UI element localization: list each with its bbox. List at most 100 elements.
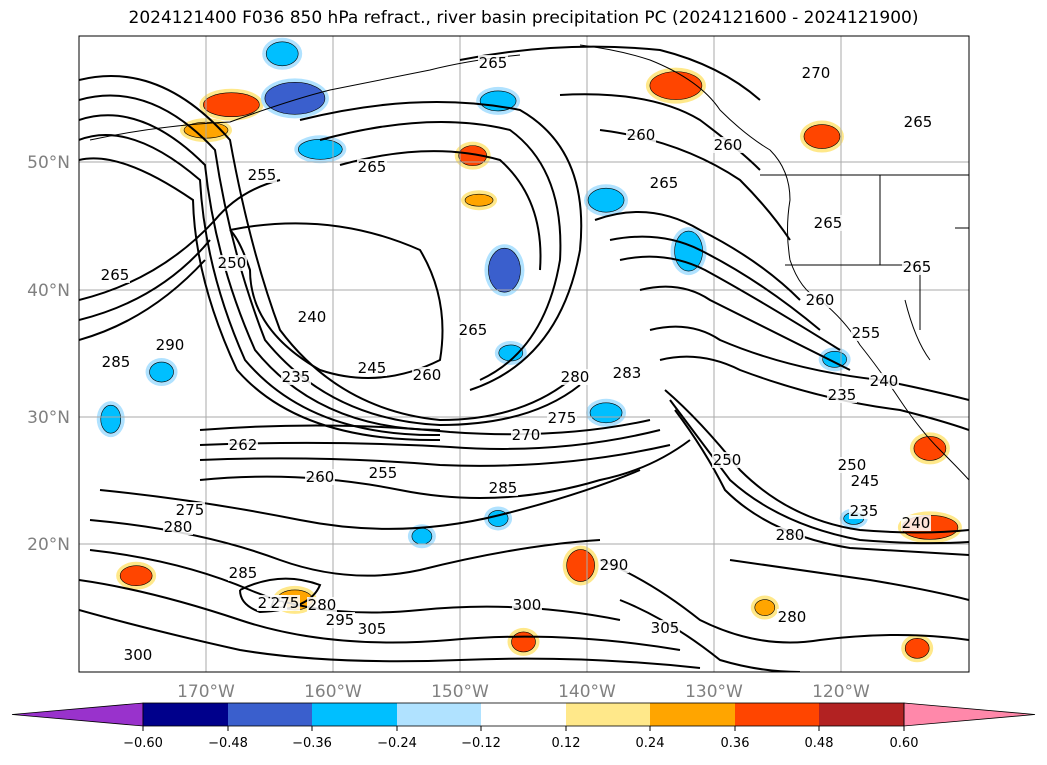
longitude-labels: 170°W 160°W 150°W 140°W 130°W 120°W (177, 682, 870, 702)
contour-labels: 265 255 250 240 235 245 260 265 265 260 260 265 265 2… (100, 54, 933, 664)
contour-label-bg (837, 457, 867, 473)
contour-label-bg (901, 515, 931, 531)
colorbar-tick-label: 0.24 (636, 736, 665, 751)
refractivity-contours (79, 45, 969, 672)
contour-label-bg (560, 369, 590, 385)
precip-blob (822, 351, 847, 368)
lat-label: 20°N (27, 535, 70, 555)
contour-label: 245 (358, 359, 387, 377)
colorbar-tick-label: 0.36 (721, 736, 750, 751)
precip-blob (100, 404, 122, 434)
precip-blob (488, 247, 521, 293)
contour-label-bg (649, 175, 679, 191)
contour-label-bg (412, 367, 442, 383)
contour-label: 240 (902, 514, 931, 532)
contour-label-bg (547, 410, 577, 426)
precip-blob (674, 230, 703, 272)
precip-blob (265, 41, 299, 67)
contour-label: 265 (479, 54, 508, 72)
contour-label-bg (851, 325, 881, 341)
contour-label: 280 (561, 368, 590, 386)
precip-blob (297, 138, 343, 160)
contour-label-bg (325, 612, 355, 628)
contour-label: 280 (776, 526, 805, 544)
lat-label: 50°N (27, 153, 70, 173)
contour-label: 275 (271, 594, 300, 612)
contour-label-bg (712, 452, 742, 468)
contour-label-bg (297, 309, 327, 325)
contour-label: 283 (613, 364, 642, 382)
colorbar-extend-high (903, 702, 1036, 727)
contour-label-bg (357, 360, 387, 376)
precip-blob (589, 402, 623, 424)
contour-label-bg (101, 354, 131, 370)
colorbar-segment (228, 703, 312, 726)
contour-label: 305 (358, 620, 387, 638)
contour-label-bg (849, 503, 879, 519)
contour-label: 265 (903, 258, 932, 276)
colorbar-tick-label: −0.36 (292, 736, 332, 751)
contour-label-bg (307, 597, 337, 613)
contour-label: 275 (176, 501, 205, 519)
precip-blob (464, 193, 494, 207)
precip-blob (149, 361, 174, 383)
contour-label: 250 (713, 451, 742, 469)
contour-label-bg (850, 473, 880, 489)
lon-label: 120°W (812, 682, 870, 702)
colorbar-tick-label: 0.12 (552, 736, 581, 751)
contour-label-bg (478, 55, 508, 71)
contour-label: 265 (650, 174, 679, 192)
contour-label-bg (100, 267, 130, 283)
precip-blob (511, 631, 536, 653)
colorbar-tick-label: 0.60 (890, 736, 919, 751)
contour-label: 265 (814, 214, 843, 232)
contour-label-bg (512, 597, 542, 613)
contour-label-bg (599, 557, 629, 573)
contour-label: 300 (513, 596, 542, 614)
precip-blob (264, 82, 326, 115)
contour-label: 235 (828, 386, 857, 404)
contour-label: 285 (489, 479, 518, 497)
colorbar-segment (735, 703, 819, 726)
contour-label-bg (626, 127, 656, 143)
contour-label-bg (903, 114, 933, 130)
contour-label: 280 (778, 608, 807, 626)
contour-label-bg (247, 167, 277, 183)
contour-label-bg (612, 365, 642, 381)
contour-label: 265 (459, 321, 488, 339)
contour-label: 260 (306, 468, 335, 486)
precip-blob (203, 92, 260, 118)
contour-label: 262 (229, 436, 258, 454)
contour-label: 300 (124, 646, 153, 664)
contour-label-bg (458, 322, 488, 338)
contour-label-bg (650, 620, 680, 636)
contour-label-bg (368, 465, 398, 481)
lon-label: 140°W (558, 682, 616, 702)
colorbar-segment (481, 703, 566, 726)
contour-label: 245 (851, 472, 880, 490)
contour-label-bg (228, 437, 258, 453)
contour-label: 250 (838, 456, 867, 474)
precip-blob (754, 599, 776, 616)
colorbar-segment (143, 703, 228, 726)
precip-blob (904, 637, 930, 659)
precip-blob (566, 549, 595, 582)
contour-label-bg (713, 137, 743, 153)
contour-label: 290 (600, 556, 629, 574)
colorbar-tick-label: 0.48 (805, 736, 834, 751)
lon-label: 160°W (304, 682, 362, 702)
contour-label-bg (511, 427, 541, 443)
contour-label: 240 (298, 308, 327, 326)
contour-label-bg (281, 369, 311, 385)
contour-label-bg (357, 621, 387, 637)
contour-label-bg (827, 387, 857, 403)
contour-label-bg (902, 259, 932, 275)
lon-label: 170°W (177, 682, 235, 702)
colorbar-tick-label: −0.60 (123, 736, 163, 751)
precip-blob (587, 187, 625, 213)
plot-title: 2024121400 F036 850 hPa refract., river … (128, 8, 919, 28)
contour-label: 260 (413, 366, 442, 384)
colorbar-segment (312, 703, 397, 726)
lat-label: 30°N (27, 408, 70, 428)
